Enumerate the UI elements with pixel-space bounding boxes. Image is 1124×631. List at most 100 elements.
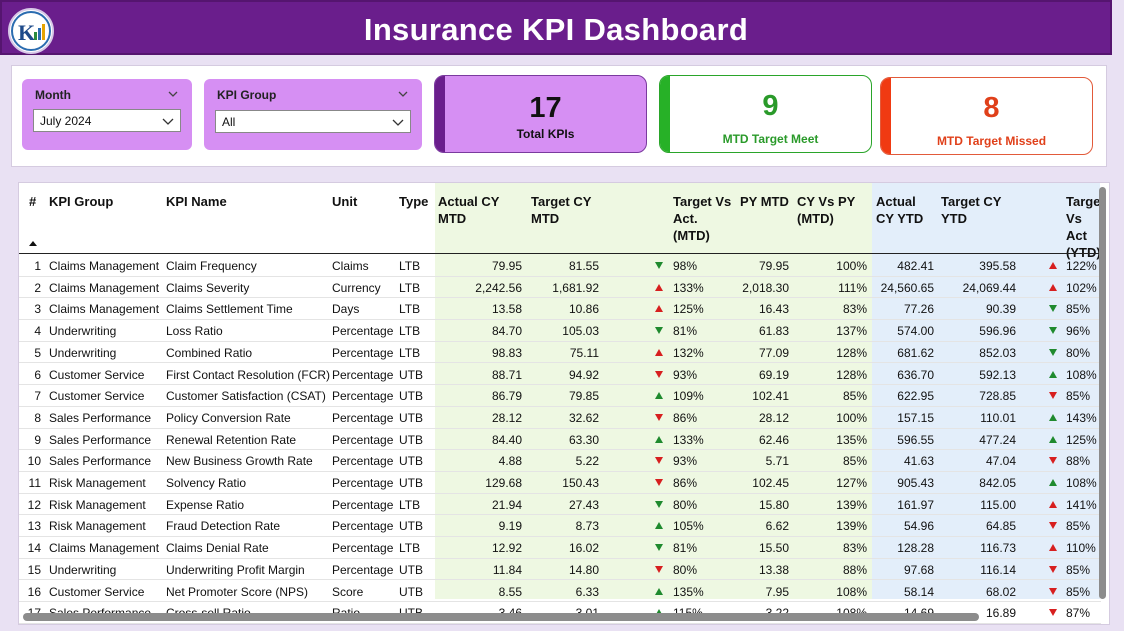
header-unit[interactable]: Unit <box>332 194 358 209</box>
row-unit: Score <box>332 584 364 599</box>
table-row[interactable]: 1 Claims Management Claim Frequency Claims L… <box>19 255 1101 277</box>
table-row[interactable]: 16 Customer Service Net Promoter Score (NP… <box>19 581 1101 603</box>
row-actual-cy-ytd: 622.95 <box>897 389 934 404</box>
row-cy-vs-py-mtd: 139% <box>836 497 867 512</box>
row-actual-cy-ytd: 905.43 <box>897 476 934 490</box>
row-target-vs-act-mtd: 93% <box>673 454 698 469</box>
horizontal-scrollbar[interactable] <box>23 613 979 621</box>
row-number: 1 <box>34 259 41 273</box>
row-actual-cy-mtd: 21.94 <box>491 497 522 512</box>
triangle-up-icon <box>655 609 663 617</box>
row-target-cy-ytd: 596.96 <box>979 324 1016 339</box>
header-type[interactable]: Type <box>399 194 429 209</box>
month-slicer[interactable]: Month July 2024 <box>22 79 192 150</box>
table-row[interactable]: 14 Claims Management Claims Denial Rate Per… <box>19 537 1101 559</box>
triangle-down-icon <box>655 457 663 465</box>
header-actual-cy-ytd[interactable]: Actual CY YTD <box>876 194 924 226</box>
table-row[interactable]: 3 Claims Management Claims Settlement Time… <box>19 298 1101 321</box>
vertical-scrollbar[interactable] <box>1099 187 1106 599</box>
row-number: 3 <box>34 302 41 317</box>
row-kpi-name: New Business Growth Rate <box>166 454 313 469</box>
row-kpi-group: Risk Management <box>49 497 146 512</box>
table-row[interactable]: 13 Risk Management Fraud Detection Rate Per… <box>19 515 1101 538</box>
row-target-vs-act-ytd: 85% <box>1066 562 1091 577</box>
row-cy-vs-py-mtd: 108% <box>836 584 867 599</box>
row-kpi-name: Fraud Detection Rate <box>166 519 281 534</box>
table-row[interactable]: 10 Sales Performance New Business Growth R… <box>19 450 1101 472</box>
row-type: UTB <box>399 454 423 469</box>
month-dropdown[interactable]: July 2024 <box>33 109 181 132</box>
kpi-group-dropdown[interactable]: All <box>215 110 411 133</box>
table-row[interactable]: 15 Underwriting Underwriting Profit Margin… <box>19 559 1101 581</box>
header-actual-cy-mtd[interactable]: Actual CY MTD <box>438 194 500 226</box>
header-kpi-group[interactable]: KPI Group <box>49 194 114 209</box>
triangle-down-icon <box>655 327 663 335</box>
table-row[interactable]: 5 Underwriting Combined Ratio Percentage LTB… <box>19 342 1101 364</box>
row-unit: Days <box>332 302 360 317</box>
ytd-band <box>872 183 1100 599</box>
row-actual-cy-mtd: 9.19 <box>498 519 522 534</box>
triangle-up-icon <box>655 348 663 356</box>
row-number: 16 <box>27 584 41 599</box>
kpi-group-slicer[interactable]: KPI Group All <box>204 79 422 150</box>
row-target-cy-ytd: 842.05 <box>979 476 1016 490</box>
row-target-cy-mtd: 81.55 <box>568 259 599 273</box>
row-target-vs-act-mtd: 80% <box>673 497 698 512</box>
row-kpi-name: Renewal Retention Rate <box>166 432 297 447</box>
table-row[interactable]: 4 Underwriting Loss Ratio Percentage LTB 84.7… <box>19 320 1101 342</box>
row-kpi-name: Underwriting Profit Margin <box>166 562 305 577</box>
chevron-down-icon[interactable] <box>396 87 410 101</box>
row-target-vs-act-ytd: 125% <box>1066 432 1097 447</box>
row-actual-cy-ytd: 128.28 <box>897 541 934 556</box>
table-row[interactable]: 11 Risk Management Solvency Ratio Percentag… <box>19 472 1101 494</box>
table-row[interactable]: 2 Claims Management Claims Severity Currenc… <box>19 277 1101 299</box>
table-row[interactable]: 12 Risk Management Expense Ratio Percentage… <box>19 494 1101 516</box>
row-kpi-name: Claims Severity <box>166 280 250 295</box>
row-kpi-group: Underwriting <box>49 562 117 577</box>
header-cy-vs-py-mtd[interactable]: CY Vs PY (MTD) <box>797 194 856 226</box>
sort-ascending-icon[interactable] <box>29 241 37 246</box>
row-target-cy-mtd: 6.33 <box>575 584 599 599</box>
chevron-down-icon <box>392 119 404 126</box>
row-py-mtd: 28.12 <box>758 410 789 425</box>
row-type: UTB <box>399 562 423 577</box>
row-unit: Percentage <box>332 476 394 490</box>
row-actual-cy-ytd: 157.15 <box>897 410 934 425</box>
row-kpi-group: Claims Management <box>49 541 160 556</box>
table-row[interactable]: 8 Sales Performance Policy Conversion Rate… <box>19 407 1101 429</box>
month-dropdown-value: July 2024 <box>40 114 92 128</box>
row-target-vs-act-ytd: 85% <box>1066 302 1091 317</box>
triangle-down-icon <box>1049 457 1057 465</box>
header-target-vs-act-mtd[interactable]: Target Vs Act. (MTD) <box>673 194 732 243</box>
table-row[interactable]: 7 Customer Service Customer Satisfaction (… <box>19 385 1101 407</box>
row-target-cy-mtd: 16.02 <box>568 541 599 556</box>
row-kpi-name: Expense Ratio <box>166 497 245 512</box>
row-actual-cy-mtd: 13.58 <box>491 302 522 317</box>
row-actual-cy-ytd: 77.26 <box>903 302 934 317</box>
row-kpi-group: Sales Performance <box>49 410 152 425</box>
header-target-cy-ytd[interactable]: Target CY YTD <box>941 194 1002 226</box>
row-target-vs-act-ytd: 88% <box>1066 454 1091 469</box>
row-unit: Percentage <box>332 454 394 469</box>
row-py-mtd: 2,018.30 <box>742 280 789 295</box>
row-cy-vs-py-mtd: 100% <box>836 259 867 273</box>
row-unit: Percentage <box>332 367 394 382</box>
row-type: LTB <box>399 280 421 295</box>
header-target-cy-mtd[interactable]: Target CY MTD <box>531 194 592 226</box>
triangle-down-icon <box>1049 609 1057 617</box>
header-kpi-name[interactable]: KPI Name <box>166 194 227 209</box>
row-target-cy-ytd: 90.39 <box>985 302 1016 317</box>
header-number[interactable]: # <box>29 194 37 209</box>
row-actual-cy-ytd: 636.70 <box>897 367 934 382</box>
header-py-mtd[interactable]: PY MTD <box>740 194 789 209</box>
row-target-vs-act-mtd: 125% <box>673 302 704 317</box>
row-number: 13 <box>27 519 41 534</box>
table-row[interactable]: 6 Customer Service First Contact Resolutio… <box>19 364 1101 386</box>
row-actual-cy-mtd: 86.79 <box>491 389 522 404</box>
table-row[interactable]: 9 Sales Performance Renewal Retention Rate… <box>19 429 1101 451</box>
row-py-mtd: 7.95 <box>765 584 789 599</box>
row-py-mtd: 77.09 <box>758 345 789 360</box>
triangle-down-icon <box>1049 565 1057 573</box>
chevron-down-icon[interactable] <box>166 87 180 101</box>
